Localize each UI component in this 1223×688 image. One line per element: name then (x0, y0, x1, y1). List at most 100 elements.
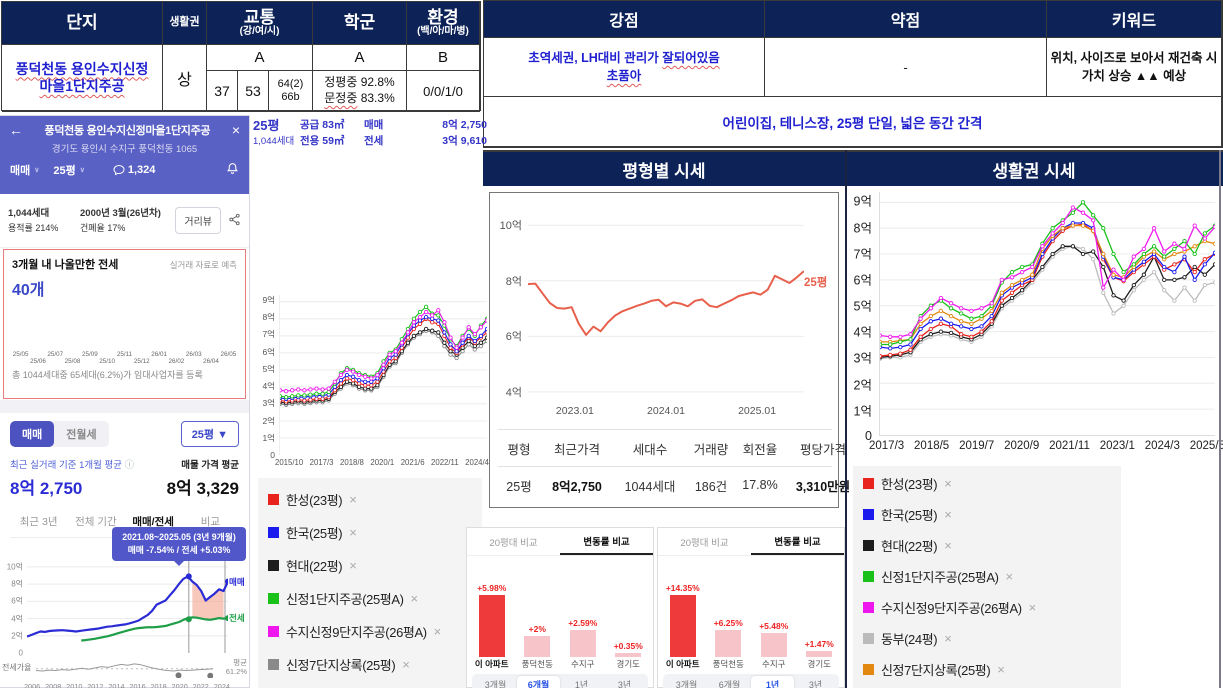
x-tick: 2017/3 (869, 440, 905, 452)
y-tick: 9억 (262, 294, 275, 305)
legend-item: 현대(22평) × (268, 549, 482, 582)
period-tab[interactable]: 전체 기간 (75, 516, 117, 528)
legend-item: 신정7단지상록(25평) × (863, 654, 1121, 685)
section-divider (0, 400, 249, 413)
change-bar (806, 650, 833, 657)
legend-label: 현대(22평) (881, 539, 938, 554)
trade-type-filter[interactable]: 매매 (10, 165, 31, 177)
back-icon[interactable]: ← (9, 122, 23, 138)
nearby-compare-plot[interactable] (279, 295, 487, 455)
y-tick: 4억 (505, 386, 522, 399)
legend-swatch (863, 571, 874, 582)
y-tick: 6억 (853, 273, 872, 288)
remove-series-icon[interactable]: × (997, 662, 1005, 677)
living-zone-plot[interactable] (879, 192, 1215, 436)
legend-swatch (268, 560, 279, 571)
chevron-down-icon: ∨ (79, 167, 85, 174)
remove-series-icon[interactable]: × (1005, 569, 1014, 584)
y-tick: 8억 (505, 275, 522, 288)
change-bar (569, 630, 596, 657)
x-tick: 2015/10 (275, 458, 304, 467)
y-tick: 8억 (262, 312, 275, 323)
change-pct-label: +6.25% (713, 618, 743, 628)
x-tick: 2014 (108, 682, 125, 688)
legend-item: 한성(23평) × (863, 468, 1121, 499)
remove-series-icon[interactable]: × (1028, 600, 1037, 615)
x-axis-labels: 2017/3 2018/5 2019/7 2020/9 2021/11 2023/1 202… (869, 440, 1223, 452)
jeonse-count: 40개 (12, 282, 45, 299)
remove-series-icon[interactable]: × (944, 538, 952, 553)
speech-bubble-icon (113, 164, 125, 176)
y-tick: 6억 (11, 596, 23, 606)
close-icon[interactable]: × (231, 122, 240, 138)
traffic-grade: A (207, 45, 313, 71)
period-tab[interactable]: 최근 3년 (19, 516, 58, 528)
size-select-dropdown[interactable]: 25평 ▼ (180, 421, 239, 447)
change-pct-label: +1.47% (804, 638, 834, 649)
street-view-button[interactable]: 거리뷰 (175, 207, 221, 234)
remove-series-icon[interactable]: × (402, 657, 410, 672)
y-tick: 10억 (6, 562, 23, 572)
environment-grade: B (407, 45, 480, 71)
y-tick: 10억 (499, 220, 522, 233)
card-tab[interactable]: 20평대 비교 (489, 537, 538, 549)
remove-series-icon[interactable]: × (944, 476, 952, 491)
legend-swatch (268, 659, 279, 670)
listing-avg-price: 8억 3,329 (166, 479, 239, 498)
legend-label: 신정1단지주공(25평A) (286, 592, 404, 607)
card-tab[interactable]: 변동률 비교 (751, 528, 844, 555)
change-pct-label: +0.35% (613, 641, 643, 651)
recent-avg-price: 8억 2,750 (10, 479, 83, 498)
card-tab[interactable]: 20평대 비교 (680, 537, 729, 549)
legend-label: 수지신정9단지주공(26평A) (881, 601, 1022, 616)
mobile-title: 풍덕천동 용인수지신정마을1단지주공 (44, 125, 211, 137)
legend-item: 한성(23평) × (268, 483, 482, 516)
period-segment[interactable]: 1년 (751, 676, 794, 688)
change-bar (715, 630, 742, 657)
remove-series-icon[interactable]: × (349, 492, 357, 507)
period-segment[interactable]: 3개월 (675, 679, 698, 688)
change-pct-label: +5.48% (759, 621, 789, 632)
period-segment[interactable]: 3개월 (484, 679, 507, 688)
remove-series-icon[interactable]: × (944, 631, 952, 646)
y-tick: 7억 (262, 329, 275, 340)
remove-series-icon[interactable]: × (944, 507, 952, 522)
period-segment[interactable]: 6개월 (517, 676, 560, 688)
remove-series-icon[interactable]: × (349, 558, 357, 573)
x-tick: 2023.01 (555, 405, 594, 417)
period-tab[interactable]: 비교 (200, 516, 221, 528)
trade-price-section: 매매 전월세 25평 ▼ 최근 실거래 기준 1개월 평균 ⓘ 8억 2,750… (0, 413, 249, 538)
share-icon[interactable] (228, 213, 241, 228)
period-segment[interactable]: 3년 (808, 679, 823, 688)
complex-name-link[interactable]: 풍덕천동 용인수지신정 마을1단지주공 (2, 45, 163, 112)
bell-icon[interactable] (226, 162, 239, 178)
mobile-address: 경기도 용인시 수지구 풍덕천동 1065 (51, 144, 198, 155)
bar-label: 25/05 (12, 351, 29, 358)
bar-label: 26/05 (220, 351, 237, 358)
period-segment[interactable]: 6개월 (718, 679, 741, 688)
rent-tab[interactable]: 전월세 (66, 429, 97, 441)
remove-series-icon[interactable]: × (433, 624, 442, 639)
x-tick: 2006 (24, 682, 41, 688)
info-icon[interactable]: ⓘ (124, 460, 135, 471)
comments-button[interactable]: 1,324 (113, 164, 155, 176)
card-tab[interactable]: 변동률 비교 (560, 528, 653, 555)
y-tick: 7억 (853, 247, 872, 262)
x-tick: 2018/5 (914, 440, 950, 452)
legend-label: 현대(22평) (286, 559, 343, 574)
legend-label: 신정7단지상록(25평) (881, 663, 991, 678)
price-history-plot[interactable] (27, 560, 228, 653)
remove-series-icon[interactable]: × (349, 525, 357, 540)
period-segment[interactable]: 3년 (617, 679, 632, 688)
period-segment[interactable]: 1년 (574, 679, 589, 688)
size-filter[interactable]: 25평 (53, 165, 76, 177)
col-header-weakness: 약점 (765, 1, 1047, 38)
change-bar (478, 595, 505, 657)
y-axis-labels: 10억 8억 6억 4억 (496, 203, 526, 403)
pyeong-price-plot[interactable] (528, 203, 804, 403)
buy-tab[interactable]: 매매 (10, 421, 55, 447)
legend-label: 한성(23평) (881, 477, 938, 492)
y-tick: 4억 (11, 614, 23, 624)
remove-series-icon[interactable]: × (410, 591, 419, 606)
